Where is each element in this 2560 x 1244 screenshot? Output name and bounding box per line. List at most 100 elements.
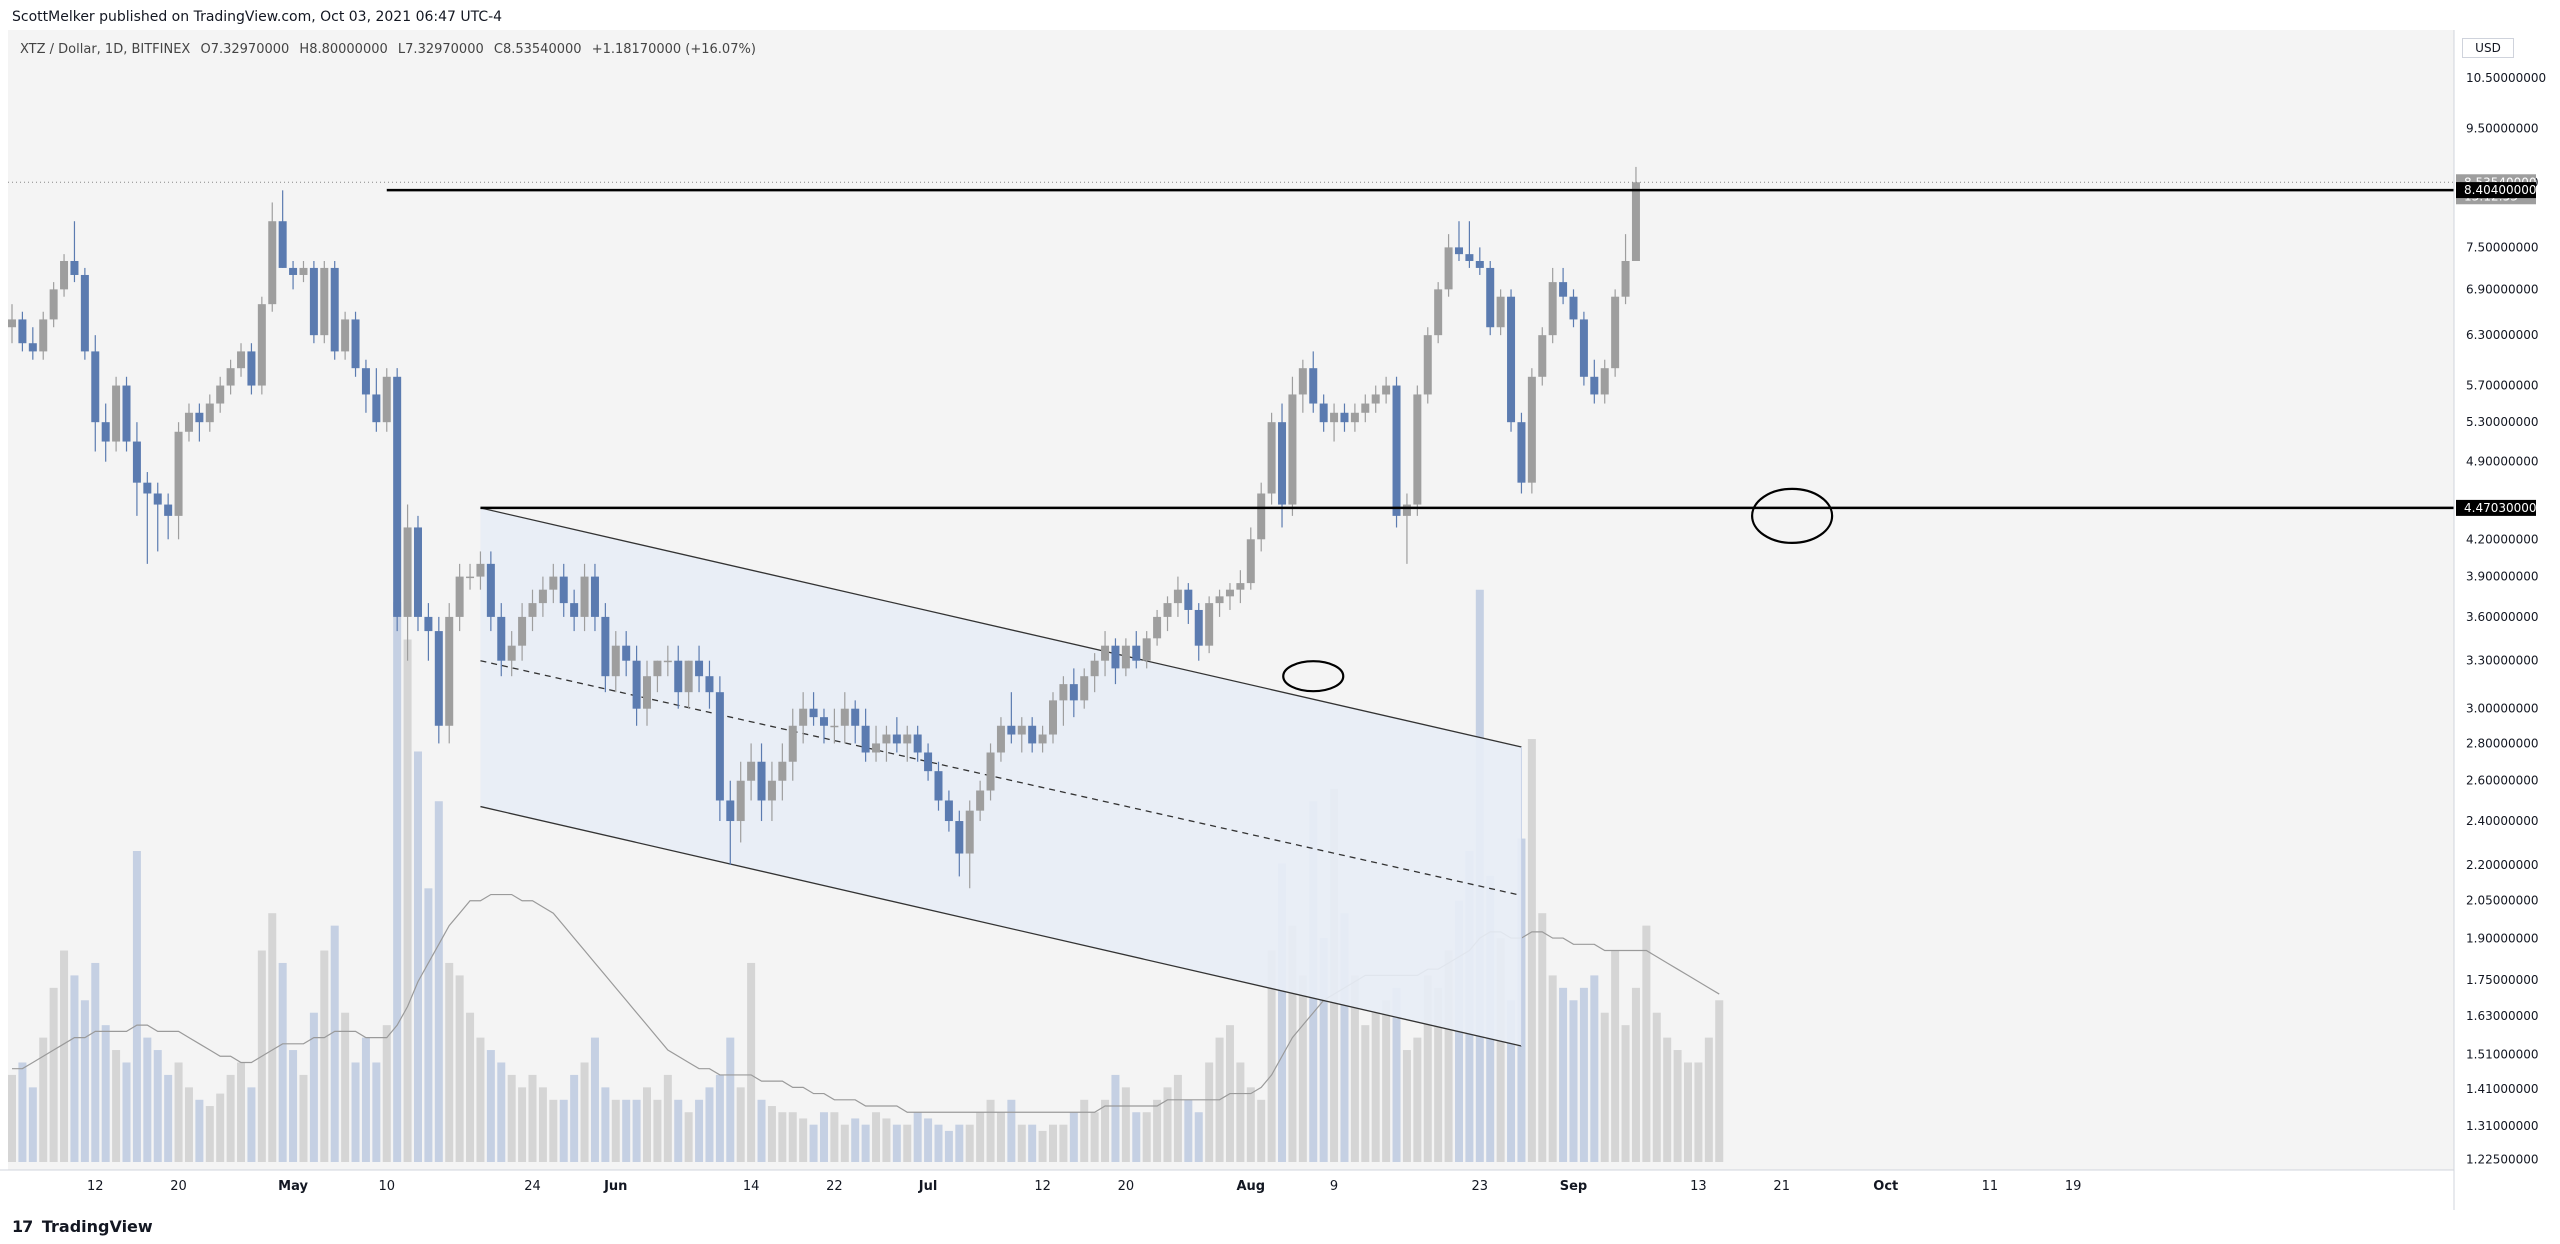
candle-body	[1215, 596, 1224, 604]
volume-bar	[382, 1025, 391, 1162]
volume-bar	[1382, 1000, 1391, 1162]
candle-body	[28, 343, 37, 352]
volume-bar	[1496, 938, 1505, 1162]
volume-bar	[1278, 863, 1287, 1162]
candle-body	[580, 576, 589, 617]
volume-bar	[143, 1037, 152, 1162]
candle-body	[268, 221, 277, 305]
price-tick-label: 6.30000000	[2466, 328, 2539, 342]
volume-bar	[132, 851, 141, 1162]
volume-bar	[1704, 1037, 1713, 1162]
candle-body	[226, 368, 235, 386]
volume-bar	[195, 1099, 204, 1162]
candle-body	[611, 645, 620, 677]
candle-body	[788, 725, 797, 762]
price-tick-label: 4.20000000	[2466, 532, 2539, 546]
channel-mid-line	[480, 660, 1522, 897]
candle-body	[309, 267, 318, 336]
price-tick-label: 2.80000000	[2466, 736, 2539, 750]
candle-body	[1413, 394, 1422, 505]
candle-body	[1423, 335, 1432, 395]
volume-bar	[1163, 1087, 1172, 1162]
volume-bar	[1548, 975, 1557, 1162]
volume-bar	[518, 1087, 527, 1162]
candle-body	[747, 761, 756, 781]
candle-body	[663, 660, 672, 663]
candle-body	[403, 527, 412, 617]
candle-body	[320, 267, 329, 336]
tradingview-brand[interactable]: 17 TradingView	[12, 1217, 153, 1236]
volume-bar	[736, 1087, 745, 1162]
volume-bar	[1694, 1062, 1703, 1162]
candle-body	[1350, 412, 1359, 423]
candle-body	[840, 708, 849, 726]
plot-area[interactable]	[8, 30, 2454, 1170]
volume-bar	[1298, 975, 1307, 1162]
candle-body	[767, 780, 776, 801]
volume-bar	[892, 1124, 901, 1162]
price-chart[interactable]: 10.500000009.500000008.535400007.5000000…	[0, 30, 2560, 1210]
volume-bar	[1621, 1025, 1630, 1162]
candle-body	[112, 385, 121, 442]
candle-body	[861, 725, 870, 753]
candle-body	[1454, 247, 1463, 255]
volume-bar	[1673, 1050, 1682, 1162]
volume-bar	[1538, 913, 1547, 1162]
channel-layer	[480, 507, 1522, 1047]
volume-bar	[1111, 1074, 1120, 1162]
price-tick-label: 3.00000000	[2466, 702, 2539, 716]
volume-bar	[1559, 987, 1568, 1162]
close-value: C8.53540000	[493, 42, 582, 57]
candle-body	[882, 734, 891, 744]
price-tick-label: 7.50000000	[2466, 240, 2539, 254]
volume-bar	[799, 1118, 808, 1162]
footer: 17 TradingView	[0, 1210, 2560, 1244]
candle-body	[278, 221, 287, 268]
publisher-bar: ScottMelker published on TradingView.com…	[0, 0, 2560, 30]
candle-body	[913, 734, 922, 753]
volume-bar	[632, 1099, 641, 1162]
candle-body	[1278, 422, 1287, 505]
volume-bar	[1049, 1124, 1057, 1162]
candle-body	[726, 800, 735, 822]
volume-bar	[278, 962, 287, 1162]
volume-bar	[28, 1087, 37, 1162]
volume-bar	[882, 1118, 891, 1162]
volume-bar	[1132, 1112, 1141, 1162]
candle-body	[507, 645, 516, 661]
volume-bar	[413, 751, 422, 1162]
candle-body	[299, 267, 308, 275]
candle-body	[643, 676, 652, 709]
volume-bar	[1267, 950, 1276, 1162]
volume-bar	[393, 602, 402, 1162]
candle-body	[1153, 616, 1162, 639]
candle-body	[1309, 368, 1318, 404]
candle-body	[8, 319, 16, 328]
candle-body	[1319, 403, 1328, 423]
volume-bar	[767, 1106, 776, 1162]
volume-bar	[205, 1106, 214, 1162]
candle-body	[736, 780, 745, 822]
candle-body	[830, 725, 839, 728]
candle-body	[466, 576, 475, 579]
volume-bar	[1173, 1074, 1182, 1162]
time-tick-label: Sep	[1560, 1179, 1588, 1194]
price-axis[interactable]: 10.500000009.500000008.535400007.5000000…	[2456, 71, 2546, 1167]
volume-bar	[49, 987, 58, 1162]
candle-body	[1444, 247, 1453, 290]
volume-bar	[955, 1124, 964, 1162]
volume-bar	[80, 1000, 89, 1162]
time-tick-label: Aug	[1236, 1179, 1265, 1194]
volume-bar	[226, 1074, 235, 1162]
currency-selector[interactable]: USD	[2462, 38, 2514, 58]
candle-body	[1090, 660, 1099, 677]
candle-body	[486, 563, 495, 617]
price-tick-label: 6.90000000	[2466, 282, 2539, 296]
volume-bar	[986, 1099, 995, 1162]
time-axis[interactable]: 12 20 May 10 24 Jun 14 22 Jul 12 20 Aug 9 23 Sep 13 21 Oc…	[87, 1179, 2081, 1194]
candle-body	[903, 734, 912, 744]
volume-bar	[216, 1093, 225, 1162]
candle-body	[1205, 603, 1214, 646]
volume-bar	[1153, 1099, 1162, 1162]
chart-frame[interactable]: 10.500000009.500000008.535400007.5000000…	[0, 30, 2560, 1210]
